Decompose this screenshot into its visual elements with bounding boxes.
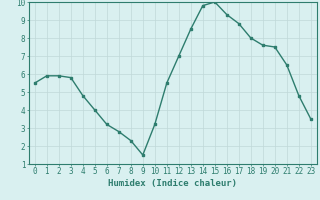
X-axis label: Humidex (Indice chaleur): Humidex (Indice chaleur) xyxy=(108,179,237,188)
